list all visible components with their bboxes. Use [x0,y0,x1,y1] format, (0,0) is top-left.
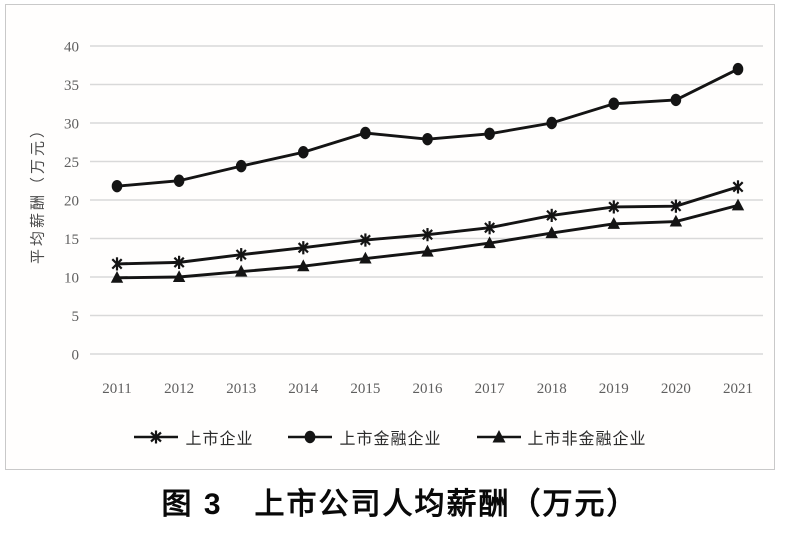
data-point-asterisk [359,234,371,246]
data-point-triangle [669,214,683,227]
data-point-circle [670,93,682,107]
legend-item-listed-nonfinancial: 上市非金融企业 [476,425,647,449]
data-point-circle [173,174,185,187]
data-point-asterisk [111,258,123,270]
data-point-triangle [607,217,620,229]
series-line-circle [116,67,739,188]
data-point-triangle [235,264,248,277]
data-point-triangle [483,236,496,249]
data-point-asterisk [670,200,682,212]
data-point-asterisk [297,242,309,254]
data-point-triangle [297,259,310,272]
legend-label-listed-nonfinancial: 上市非金融企业 [527,431,647,448]
data-point-circle [546,116,557,130]
data-point-asterisk [235,249,247,261]
y-tick-label: 40 [64,40,79,56]
data-point-circle [732,62,744,76]
data-point-triangle [731,198,745,211]
x-tick-label: 2013 [226,381,256,397]
y-tick-label: 15 [64,232,79,248]
data-point-circle [608,97,620,110]
plot-svg: 0 5 10 15 20 25 30 35 40 2011 2012 2013 2014 2015 2016… [64,40,763,397]
data-point-circle [484,127,495,140]
data-point-circle [111,179,123,193]
y-tick-label: 5 [72,309,80,325]
legend-item-listed-companies: 上市企业 [133,425,253,449]
x-tick-label: 2020 [661,381,691,397]
x-tick-label: 2021 [723,381,753,397]
series-line-triangle [116,203,739,280]
y-tick-label: 0 [72,348,80,364]
data-point-asterisk [484,222,496,234]
x-tick-label: 2017 [475,381,506,397]
figure-caption: 图 3 上市公司人均薪酬（万元） [161,488,639,521]
y-tick-label: 35 [64,78,79,94]
data-point-circle [360,126,371,140]
data-point-triangle [545,226,558,239]
y-tick-label: 10 [64,271,79,287]
y-axis-title: 平均薪酬（万元） [29,119,47,265]
data-point-asterisk [732,181,744,193]
data-point-asterisk [173,256,185,268]
x-tick-label: 2012 [164,381,194,397]
legend-item-listed-financial: 上市金融企业 [287,425,441,449]
data-point-asterisk [546,209,558,221]
data-point-circle [298,146,309,159]
y-tick-label: 30 [64,117,79,133]
legend-label-listed-financial: 上市金融企业 [339,431,442,448]
data-point-triangle [110,270,124,283]
x-tick-label: 2015 [350,381,380,397]
x-tick-label: 2014 [288,381,319,397]
data-point-asterisk [422,229,433,241]
chart-area: 0 5 10 15 20 25 30 35 40 2011 2012 2013 2014 2015 2016… [5,4,775,470]
data-point-triangle [359,251,372,264]
data-point-circle [422,132,433,146]
x-tick-label: 2019 [599,381,629,397]
x-tick-label: 2011 [102,381,131,397]
triangle-marker-icon [476,430,521,443]
legend: 上市企业 上市金融企业 上市非金融企业 [6,425,774,449]
y-tick-label: 25 [64,155,79,171]
asterisk-marker-icon [134,430,179,444]
legend-label-listed-companies: 上市企业 [185,431,254,448]
x-tick-label: 2016 [413,381,444,397]
data-point-triangle [172,270,186,282]
data-point-asterisk [608,201,620,213]
circle-marker-icon [288,430,333,444]
x-tick-label: 2018 [537,381,567,397]
y-tick-label: 20 [64,194,79,210]
data-point-triangle [421,244,434,257]
data-point-circle [235,159,247,173]
